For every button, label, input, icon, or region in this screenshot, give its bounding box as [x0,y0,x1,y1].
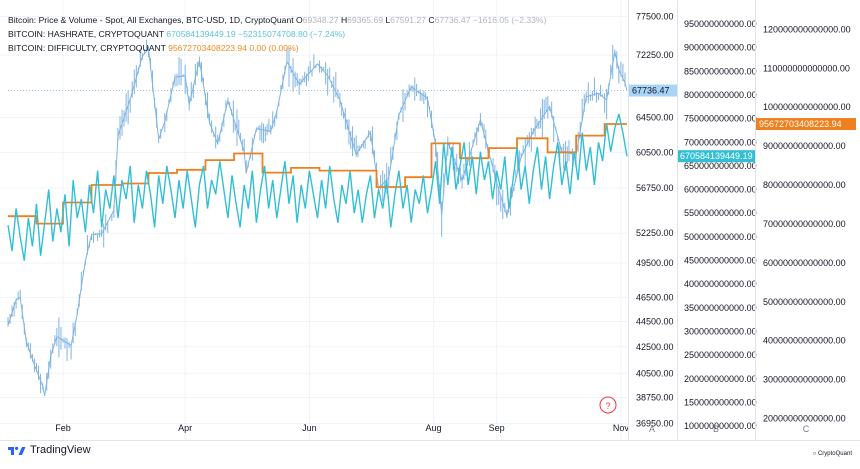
x-tick-label: Aug [426,423,442,433]
chart-legend: Bitcoin: Price & Volume - Spot, All Exch… [8,13,546,55]
difficulty-axis-tick-label: 110000000000000.00 [763,63,850,73]
hashrate-axis: 950000000000.00 900000000000.00 8500000000… [684,19,757,434]
hashrate-axis-tick-label: 650000000000.00 [684,161,757,171]
difficulty-axis-tick-label: 120000000000000.00 [763,24,851,34]
hashrate-axis-tick-label: 900000000000.00 [684,43,757,53]
hashrate-last-value-badge-bg [677,150,755,163]
price-axis: 77500.00 72250.00 64500.00 60500.00 56750.00… [629,12,755,434]
price-axis-tick-label: 72250.00 [636,50,674,60]
price-axis-tick-label: 42500.00 [636,342,674,352]
axis-letter-c: C [803,424,810,434]
axis-separator-b [677,0,678,440]
difficulty-last-value-badge-bg [756,118,856,131]
legend-hashrate-change: −52315074708.80 (−7.24%) [238,29,346,39]
legend-open-label: O [296,15,303,25]
price-axis-tick-label: 49500.00 [636,258,674,268]
legend-low-label: L [385,15,391,25]
legend-high-value: 69365.69 [347,15,383,25]
legend-row-difficulty[interactable]: BITCOIN: DIFFICULTY, CRYPTOQUANT 9567270… [8,41,546,55]
hashrate-axis-tick-label: 700000000000.00 [684,137,757,147]
legend-open-value: 69348.27 [302,15,339,25]
hashrate-line [7,113,628,261]
price-axis-tick-label: 77500.00 [636,12,674,22]
price-axis-tick-label: 60500.00 [636,148,674,158]
legend-close-value: 67736.47 [434,15,471,25]
price-axis-tick-label: 40500.00 [636,368,674,378]
price-line [7,47,628,396]
hashrate-axis-tick-label: 300000000000.00 [684,327,757,337]
hashrate-axis-tick-label: 150000000000.00 [684,398,757,408]
difficulty-axis-tick-label: 40000000000000.00 [763,336,846,346]
hashrate-axis-tick-label: 600000000000.00 [684,185,757,195]
axis-letter-b: B [713,424,719,434]
price-last-value-badge-bg [629,84,677,97]
hashrate-axis-tick-label: 350000000000.00 [684,303,757,313]
hashrate-last-value-badge-text: 670584139449.19 [680,151,753,161]
hashrate-axis-tick-label: 450000000000.00 [684,256,757,266]
difficulty-axis-tick-label: 20000000000000.00 [763,414,846,424]
legend-row-price[interactable]: Bitcoin: Price & Volume - Spot, All Exch… [8,13,546,27]
difficulty-axis-tick-label: 50000000000000.00 [763,297,846,307]
axis-separator-a [628,0,629,440]
legend-hashrate-value: 670584139449.19 [166,29,236,39]
legend-price-title: Bitcoin: Price & Volume - Spot, All Exch… [8,15,294,25]
tradingview-wordmark: TradingView [30,444,91,456]
price-axis-tick-label: 46500.00 [636,292,674,302]
hashrate-axis-tick-label: 850000000000.00 [684,66,757,76]
hashrate-axis-tick-label: 800000000000.00 [684,90,757,100]
difficulty-axis-tick-label: 90000000000000.00 [763,141,846,151]
price-axis-tick-label: 64500.00 [636,112,674,122]
legend-high-label: H [340,15,348,25]
hashrate-axis-tick-label: 400000000000.00 [684,279,757,289]
price-axis-tick-label: 52250.00 [636,228,674,238]
legend-close-label: C [428,15,435,25]
cryptoquant-watermark: ○ CryptoQuant [813,451,852,457]
legend-row-hashrate[interactable]: BITCOIN: HASHRATE, CRYPTOQUANT 670584139… [8,27,546,41]
x-tick-label: Apr [178,423,192,433]
legend-low-value: 67591.27 [390,15,427,25]
cryptoquant-icon: ○ [812,451,817,457]
difficulty-axis-tick-label: 70000000000000.00 [763,219,846,229]
x-axis: Feb Apr Jun Aug Sep Nov [55,423,629,433]
info-icon[interactable] [599,396,617,414]
hashrate-axis-tick-label: 950000000000.00 [684,19,757,29]
price-axis-tick-label: 38750.00 [636,393,674,403]
price-axis-tick-label: 36950.00 [636,419,674,429]
axis-separator-c [755,0,756,440]
time-axis-separator [0,440,860,441]
tradingview-logo[interactable]: TradingView [8,444,91,456]
hashrate-axis-tick-label: 100000000000.00 [684,421,757,431]
legend-price-change: −1616.05 (−2.33%) [472,15,547,25]
legend-difficulty-value: 95672703408223.94 [168,43,247,53]
cryptoquant-label: CryptoQuant [817,451,852,457]
hashrate-axis-tick-label: 250000000000.00 [684,350,757,360]
x-tick-label: Feb [55,423,71,433]
axis-letter-a: A [649,424,655,434]
legend-difficulty-change: 0.00 (0.00%) [249,43,299,53]
difficulty-axis: 120000000000000.00 110000000000000.00 1000… [756,24,856,434]
price-last-value-badge-text: 67736.47 [632,86,670,96]
hashrate-axis-tick-label: 200000000000.00 [684,374,757,384]
tradingview-icon [8,446,26,455]
legend-hashrate-title: BITCOIN: HASHRATE, CRYPTOQUANT [8,29,164,39]
difficulty-axis-tick-label: 60000000000000.00 [763,258,846,268]
difficulty-axis-tick-label: 30000000000000.00 [763,375,846,385]
x-tick-label: Jun [302,423,317,433]
x-tick-label: Nov [613,423,630,433]
difficulty-axis-tick-label: 100000000000000.00 [763,102,851,112]
price-axis-tick-label: 56750.00 [636,183,674,193]
difficulty-last-value-badge-text: 95672703408223.94 [759,119,842,129]
plot-area[interactable]: ? [7,39,628,414]
hashrate-axis-tick-label: 500000000000.00 [684,232,757,242]
info-icon-glyph: ? [605,401,610,411]
difficulty-axis-tick-label: 80000000000000.00 [763,180,846,190]
x-tick-label: Sep [489,423,505,433]
price-axis-tick-label: 44500.00 [636,316,674,326]
hashrate-axis-tick-label: 750000000000.00 [684,114,757,124]
legend-difficulty-title: BITCOIN: DIFFICULTY, CRYPTOQUANT [8,43,166,53]
hashrate-axis-tick-label: 550000000000.00 [684,208,757,218]
